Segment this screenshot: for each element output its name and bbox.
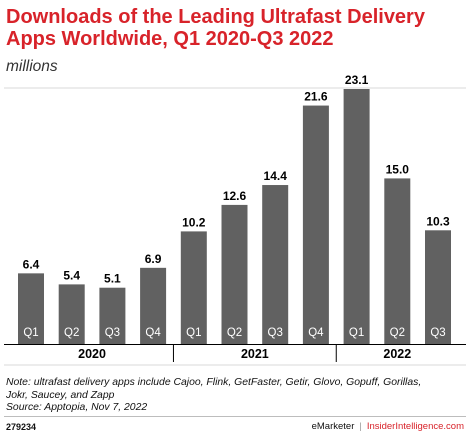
chart-id: 279234: [6, 422, 37, 432]
data-label-5: 10.2: [182, 215, 206, 229]
footnote-note-continued: Jokr, Saucey, and Zapp: [6, 389, 115, 401]
category-label-9: Q1: [349, 327, 364, 339]
footer-divider: [4, 416, 466, 417]
data-label-6: 12.6: [223, 189, 247, 203]
category-label-5: Q1: [186, 327, 201, 339]
category-label-4: Q4: [145, 327, 161, 339]
category-label-1: Q1: [23, 327, 38, 339]
year-label-2022: 2022: [383, 347, 411, 361]
category-label-7: Q3: [268, 327, 283, 339]
bar-chart: 6.4 Q1 5.4 Q2 5.1 Q3 6.9 Q4 10.2 Q1 12.6 Q2 14.4 Q3 21…: [4, 73, 466, 366]
data-label-1: 6.4: [23, 257, 40, 271]
bar-10: [384, 178, 411, 344]
category-label-10: Q2: [390, 327, 405, 339]
category-label-6: Q2: [227, 327, 242, 339]
bar-7: [262, 185, 289, 344]
footnote-note: Note: ultrafast delivery apps include Ca…: [6, 377, 422, 388]
footnote-source: Source: Apptopia, Nov 7, 2022: [6, 402, 148, 414]
brand-separator: |: [359, 421, 362, 432]
bar-3: [99, 287, 126, 344]
data-label-9: 23.1: [345, 73, 369, 87]
bar-9: [343, 89, 370, 344]
year-label-2021: 2021: [241, 347, 269, 361]
category-label-11: Q3: [430, 327, 445, 339]
footer-brand: eMarketer | InsiderIntelligence.com: [312, 421, 464, 432]
data-label-7: 14.4: [264, 169, 288, 183]
bar-4: [140, 267, 167, 344]
data-label-11: 10.3: [426, 214, 450, 228]
bar-1: [18, 273, 44, 344]
brand-emarketer: eMarketer: [311, 421, 355, 432]
category-label-2: Q2: [64, 327, 79, 339]
data-label-2: 5.4: [63, 268, 80, 282]
brand-insider-intelligence: InsiderIntelligence.com: [366, 421, 464, 432]
chart-subtitle: millions: [6, 58, 58, 75]
footnote: Note: ultrafast delivery apps include Ca…: [6, 377, 466, 415]
bar-6: [221, 204, 248, 344]
year-label-2020: 2020: [78, 347, 106, 361]
category-label-8: Q4: [308, 327, 324, 339]
chart-title: Downloads of the Leading Ultrafast Deliv…: [6, 6, 425, 50]
data-label-10: 15.0: [386, 162, 410, 176]
data-label-4: 6.9: [145, 252, 162, 266]
bar-5: [180, 231, 207, 344]
bar-2: [58, 284, 85, 344]
category-label-3: Q3: [105, 327, 120, 339]
data-label-8: 21.6: [304, 90, 328, 104]
data-label-3: 5.1: [104, 272, 121, 286]
bar-8: [302, 105, 329, 344]
bar-11: [425, 230, 451, 344]
